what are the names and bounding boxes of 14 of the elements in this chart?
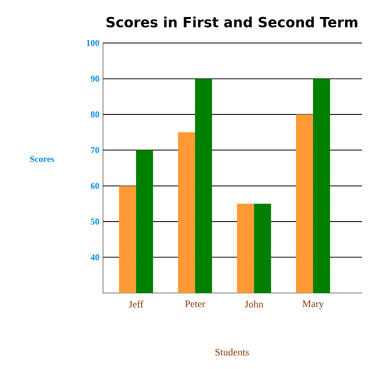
y-tick-label: 70 [91, 147, 100, 154]
y-tick-label: 50 [90, 218, 100, 225]
y-tick-label: 80 [90, 111, 100, 118]
chart-title: Scores in First and Second Term [106, 16, 358, 28]
x-tick-label: Jeff [128, 300, 144, 308]
x-axis-title: Students [216, 348, 249, 356]
y-tick-label: 100 [86, 40, 100, 46]
x-tick-label: Mary [302, 300, 324, 310]
x-tick-label: Peter [185, 300, 206, 308]
y-axis-title: Scores [30, 156, 54, 162]
x-tick-label: John [244, 300, 264, 308]
y-tick-label: 90 [90, 76, 100, 82]
y-tick-label: 40 [90, 254, 100, 260]
y-tick-label: 60 [90, 182, 100, 189]
